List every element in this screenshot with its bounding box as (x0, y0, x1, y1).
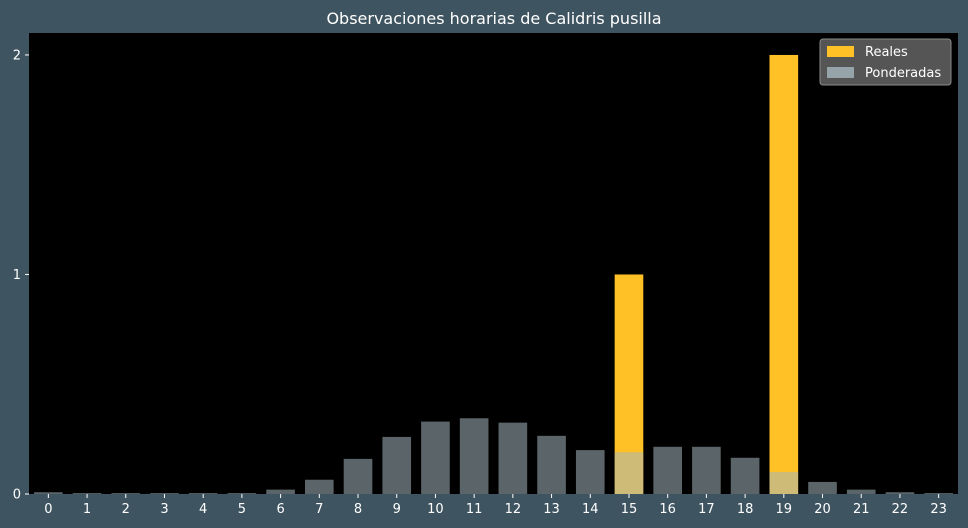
plot-area (29, 33, 958, 494)
x-tick-label: 2 (122, 502, 130, 517)
x-tick-label: 19 (776, 502, 793, 517)
bar-ponderadas-17 (692, 446, 721, 494)
bar-ponderadas-7 (304, 479, 334, 494)
legend-label-ponderadas: Ponderadas (865, 66, 941, 81)
x-tick-label: 22 (892, 502, 909, 517)
x-tick-label: 15 (621, 502, 638, 517)
x-tick-label: 13 (543, 502, 560, 517)
bar-ponderadas-0 (34, 492, 63, 494)
y-tick-label: 0 (13, 488, 21, 503)
y-tick-label: 1 (13, 268, 21, 283)
legend-swatch-ponderadas (827, 67, 854, 78)
bar-reales-19 (769, 54, 799, 494)
x-tick-label: 16 (659, 502, 676, 517)
x-tick-label: 1 (83, 502, 91, 517)
x-tick-label: 17 (698, 502, 715, 517)
bar-ponderadas-18 (730, 457, 760, 494)
x-tick-label: 7 (315, 502, 323, 517)
x-tick-label: 5 (238, 502, 246, 517)
x-tick-label: 0 (44, 502, 52, 517)
bar-ponderadas-23 (924, 493, 953, 494)
bar-ponderadas-15 (614, 452, 644, 494)
bar-ponderadas-13 (537, 435, 566, 494)
x-tick-label: 14 (582, 502, 599, 517)
bar-ponderadas-21 (846, 489, 876, 494)
x-tick-label: 10 (427, 502, 444, 517)
bar-ponderadas-8 (343, 458, 373, 494)
x-tick-label: 18 (737, 502, 754, 517)
series-ponderadas (34, 418, 953, 494)
bar-ponderadas-22 (885, 492, 915, 494)
bar-ponderadas-20 (808, 481, 837, 494)
bar-ponderadas-1 (72, 493, 102, 494)
y-axis: 0 1 2 (13, 48, 29, 503)
bar-ponderadas-6 (266, 489, 295, 494)
bar-ponderadas-19 (769, 472, 799, 494)
y-tick-label: 2 (13, 48, 21, 63)
legend: Reales Ponderadas (819, 38, 952, 86)
chart-title: Observaciones horarias de Calidris pusil… (326, 9, 661, 28)
x-tick-label: 12 (505, 502, 522, 517)
x-tick-label: 3 (160, 502, 168, 517)
x-tick-label: 21 (853, 502, 870, 517)
bar-ponderadas-12 (498, 422, 528, 494)
bar-ponderadas-9 (382, 436, 412, 494)
bar-ponderadas-14 (575, 450, 605, 494)
bar-ponderadas-11 (459, 418, 489, 494)
legend-label-reales: Reales (865, 45, 908, 60)
bar-ponderadas-3 (150, 493, 179, 494)
bar-ponderadas-16 (653, 446, 683, 494)
bar-ponderadas-10 (421, 421, 450, 494)
bar-ponderadas-4 (188, 493, 218, 494)
x-tick-label: 4 (199, 502, 207, 517)
x-tick-label: 11 (466, 502, 483, 517)
x-axis: 0 1 2 3 4 5 6 7 8 9 10 11 12 13 14 15 16 17 18 19 20 21 22 23 (44, 494, 947, 517)
bar-ponderadas-5 (227, 493, 257, 494)
x-tick-label: 8 (354, 502, 362, 517)
legend-swatch-reales (827, 46, 854, 57)
x-tick-label: 6 (276, 502, 284, 517)
series-reales (614, 54, 799, 494)
x-tick-label: 20 (814, 502, 831, 517)
bar-ponderadas-2 (111, 493, 141, 494)
x-tick-label: 23 (930, 502, 947, 517)
x-tick-label: 9 (393, 502, 401, 517)
